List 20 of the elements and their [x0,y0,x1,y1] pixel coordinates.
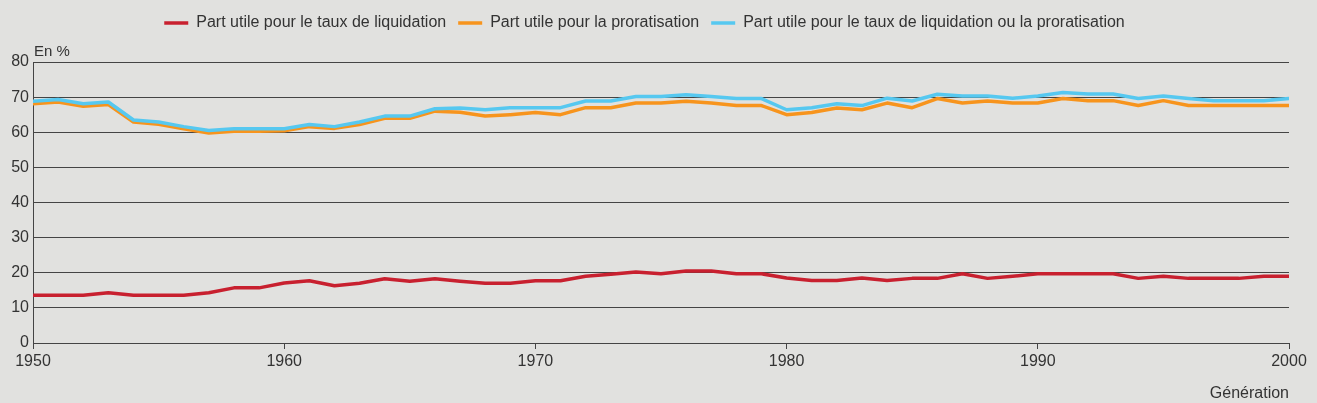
y-tick-label: 40 [11,192,30,210]
x-tick-label: 1950 [15,352,51,370]
x-tick-label: 1970 [517,352,554,370]
x-tick-label: 2000 [1271,352,1307,370]
y-tick-label: 50 [11,157,30,175]
legend-label: Part utile pour le taux de liquidation [196,13,447,31]
y-tick-label: 0 [20,333,30,351]
x-tick-label: 1960 [266,352,303,370]
y-tick-label: 30 [11,228,30,246]
y-axis-title: En % [34,41,70,59]
legend-label: Part utile pour la proratisation [490,13,700,31]
y-tick-label: 10 [11,298,30,316]
y-tick-label: 80 [11,52,30,70]
x-tick-label: 1990 [1020,352,1056,370]
y-tick-label: 60 [11,122,30,140]
x-tick-label: 1980 [768,352,805,370]
x-axis-title: Génération [1209,383,1289,401]
legend-label: Part utile pour le taux de liquidation ou la proratisation [743,13,1125,31]
y-tick-label: 70 [11,87,30,105]
y-tick-label: 20 [11,263,30,281]
